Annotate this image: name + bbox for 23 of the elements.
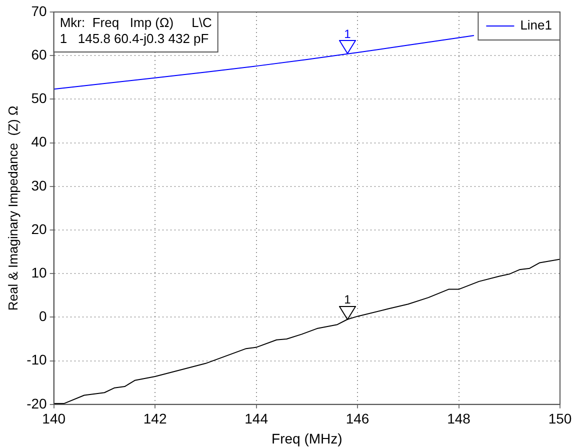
x-tick-label: 140 bbox=[42, 410, 66, 427]
x-tick-label: 144 bbox=[244, 410, 268, 427]
annotation: Mkr: Freq Imp (Ω) L\C bbox=[60, 15, 212, 30]
y-tick-label: 0 bbox=[39, 308, 48, 324]
y-tick-label: 70 bbox=[31, 2, 48, 19]
x-tick-label: 148 bbox=[447, 410, 471, 427]
x-tick-label: 142 bbox=[143, 410, 167, 427]
y-tick-label: 60 bbox=[31, 46, 48, 62]
y-tick-label: 20 bbox=[31, 220, 48, 237]
y-tick-label: 40 bbox=[31, 134, 48, 150]
x-tick-label: 150 bbox=[548, 410, 572, 427]
y-tick-label: 10 bbox=[31, 264, 48, 280]
x-axis-title: Freq (MHz) bbox=[272, 430, 342, 446]
annotation: 1 145.8 60.4-j0.3 432 pF bbox=[60, 31, 209, 46]
legend-label: Line1 bbox=[520, 18, 552, 33]
annotation: 1 bbox=[344, 292, 352, 307]
y-tick-label: -10 bbox=[26, 352, 48, 368]
x-tick-label: 146 bbox=[346, 410, 370, 427]
annotation: 1 bbox=[344, 27, 352, 42]
y-axis-title: Real & Imaginary Impedance (Z) Ω bbox=[5, 106, 20, 311]
y-tick-label: -20 bbox=[26, 395, 48, 412]
y-tick-label: 30 bbox=[31, 177, 48, 194]
y-tick-label: 50 bbox=[31, 90, 48, 106]
